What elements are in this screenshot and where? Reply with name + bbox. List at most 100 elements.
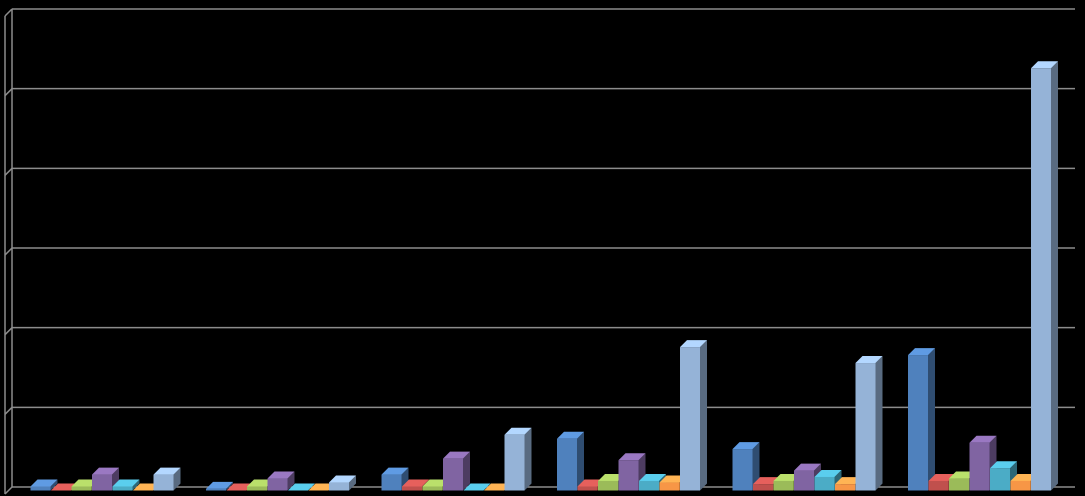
bar-top xyxy=(639,473,666,481)
bar xyxy=(1031,68,1051,491)
bar xyxy=(618,460,639,491)
bar-side xyxy=(349,475,356,491)
bar-top xyxy=(329,475,356,483)
grid-slant xyxy=(4,8,13,17)
bar-top xyxy=(949,471,976,479)
bar-side xyxy=(577,431,584,491)
bar xyxy=(112,486,133,491)
bar-top xyxy=(71,479,99,487)
grid-slant xyxy=(4,406,13,415)
bar-top xyxy=(969,435,997,443)
bar-top xyxy=(133,483,160,491)
bar xyxy=(835,484,855,491)
grid-slant xyxy=(4,486,13,495)
bar xyxy=(659,482,680,491)
bar-top xyxy=(732,442,760,450)
bar-side xyxy=(226,481,233,491)
bar xyxy=(557,438,577,491)
bar xyxy=(402,486,422,491)
bar xyxy=(153,474,174,491)
bar xyxy=(1010,480,1031,491)
bar xyxy=(577,486,598,491)
bar xyxy=(949,478,969,491)
bar-side xyxy=(50,479,58,491)
bar-top xyxy=(443,451,470,459)
bar xyxy=(753,484,773,491)
bar-side xyxy=(287,471,295,491)
bar-top xyxy=(51,483,78,491)
bar-top xyxy=(112,479,140,487)
bar xyxy=(422,486,443,491)
bar-side xyxy=(463,451,470,491)
bar-top xyxy=(753,477,780,485)
bar-top xyxy=(484,483,511,491)
bar xyxy=(443,458,463,491)
bar-top xyxy=(855,356,883,364)
bar-top xyxy=(773,473,801,481)
bar-side xyxy=(132,479,140,491)
bar xyxy=(92,474,112,491)
bar-top xyxy=(598,473,625,481)
bar xyxy=(381,474,402,491)
bar xyxy=(30,486,51,491)
bar-top xyxy=(153,467,181,475)
bar-top xyxy=(381,467,409,475)
bar-top xyxy=(267,471,295,479)
bar-top xyxy=(247,479,274,487)
bar-top xyxy=(618,453,646,461)
bar xyxy=(814,476,835,491)
bar-top xyxy=(659,475,687,483)
bar-top xyxy=(814,469,842,477)
bar xyxy=(598,480,618,491)
bar xyxy=(855,363,876,491)
bar-top xyxy=(504,427,532,435)
bar xyxy=(990,468,1010,491)
bar-top xyxy=(1031,61,1058,69)
bar xyxy=(794,470,814,491)
bar-top xyxy=(288,483,315,491)
bar xyxy=(773,480,794,491)
grid-slant xyxy=(4,88,13,97)
bar xyxy=(247,486,267,491)
bar xyxy=(71,486,92,491)
bar xyxy=(504,434,525,491)
bar-side xyxy=(524,427,532,491)
bar-top xyxy=(30,479,58,487)
bar-side xyxy=(1051,61,1058,491)
bar-side xyxy=(700,340,707,491)
bar xyxy=(639,480,659,491)
bar xyxy=(908,355,928,491)
bar xyxy=(969,442,990,491)
bar xyxy=(680,347,700,491)
bar xyxy=(206,488,226,491)
bar-side xyxy=(928,348,935,491)
bar-side xyxy=(752,442,760,491)
bar-top xyxy=(463,483,491,491)
bar-top xyxy=(990,461,1017,469)
bar-top xyxy=(1010,473,1038,481)
bar-top xyxy=(557,431,584,439)
bar-top xyxy=(577,479,605,487)
bar-top xyxy=(402,479,429,487)
bar xyxy=(732,449,753,491)
bar-side xyxy=(173,467,181,491)
bar-top xyxy=(680,340,707,348)
bar-top xyxy=(92,467,119,475)
bar xyxy=(329,482,349,491)
bar-top xyxy=(422,479,450,487)
grid-slant xyxy=(4,167,13,176)
bar-top xyxy=(308,483,336,491)
grid-slant xyxy=(4,327,13,336)
bar-top xyxy=(794,463,821,471)
bar xyxy=(928,480,949,491)
bar-top xyxy=(835,477,862,485)
grid-slant xyxy=(4,247,13,256)
bar xyxy=(267,478,288,491)
bar-side xyxy=(875,356,883,491)
bar-top xyxy=(928,473,956,481)
bar-top xyxy=(908,348,935,356)
bar-top xyxy=(226,483,254,491)
bar-top xyxy=(206,481,233,489)
